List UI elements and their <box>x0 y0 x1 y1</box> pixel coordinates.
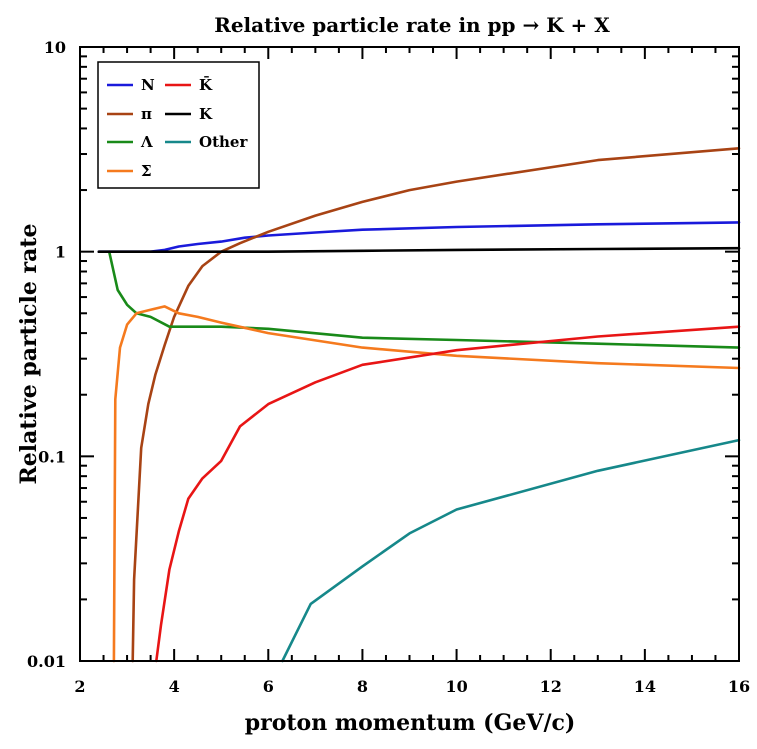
x-axis-label: proton momentum (GeV/c) <box>245 710 576 736</box>
x-tick-label: 6 <box>263 677 274 696</box>
legend-label: Σ <box>141 162 152 180</box>
legend-label: N <box>141 76 155 94</box>
series-line-lambda <box>107 250 741 349</box>
legend-box <box>97 61 260 189</box>
legend-label: Λ <box>140 133 153 151</box>
series-line-sigma <box>112 305 741 663</box>
legend: N K̄ π K Λ Other Σ <box>97 61 260 189</box>
series-line-pi <box>131 147 741 663</box>
x-tick-label: 2 <box>74 677 85 696</box>
x-tick-label: 8 <box>357 677 368 696</box>
plot-series <box>97 147 741 663</box>
legend-label: K <box>199 105 213 123</box>
x-tick-label: 10 <box>445 677 467 696</box>
series-line-k <box>97 246 741 253</box>
series-line-other <box>281 438 741 663</box>
y-tick-label: 0.1 <box>38 447 66 466</box>
x-tick-label: 14 <box>634 677 656 696</box>
x-tick-label: 4 <box>169 677 180 696</box>
y-tick-label: 10 <box>44 38 66 57</box>
chart-title: Relative particle rate in pp → K + X <box>214 13 610 37</box>
y-tick-label: 0.01 <box>27 652 66 671</box>
x-tick-label: 12 <box>540 677 562 696</box>
y-tick-label: 1 <box>55 243 66 262</box>
series-line-kbar <box>155 325 741 663</box>
x-tick-label: 16 <box>728 677 750 696</box>
legend-label: K̄ <box>199 75 213 94</box>
legend-label: π <box>141 105 152 123</box>
y-axis-label: Relative particle rate <box>16 223 42 484</box>
plot-frame <box>79 46 740 662</box>
series-line-n <box>97 221 741 253</box>
legend-label: Other <box>199 133 248 151</box>
